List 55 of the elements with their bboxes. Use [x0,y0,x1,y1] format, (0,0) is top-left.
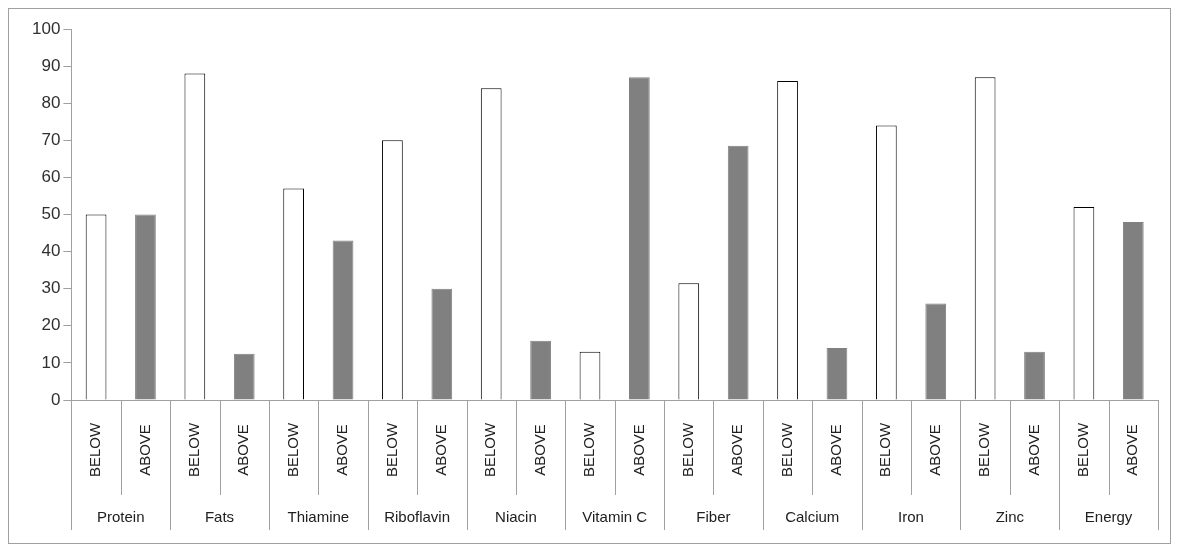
bar [1122,221,1144,400]
text: BELOW [678,422,696,478]
x-tick-label: Iron [898,508,924,526]
text: BELOW [975,422,993,478]
y-tick-label: 30 [41,278,61,298]
bar [431,288,453,400]
text: ABOVE [827,424,845,476]
bar [135,214,156,400]
x-tick-label: Zinc [995,508,1025,526]
y-tick-label: 40 [41,241,61,261]
text: BELOW [283,422,301,478]
bar [925,303,947,400]
x-tick-label: Thiamine [287,508,350,526]
text: ABOVE [925,424,943,476]
text: ABOVE [431,424,449,476]
x-tick-label: Calcium [785,508,840,526]
text: BELOW [86,422,104,478]
text: ABOVE [1024,424,1042,476]
bar [727,145,749,400]
y-tick-label: 10 [41,352,61,372]
bar [1024,351,1045,400]
y-tick-label: 70 [41,129,61,149]
bar [332,240,354,400]
text: ABOVE [530,424,548,476]
x-tick-label: Energy [1084,508,1133,526]
text: BELOW [184,422,202,478]
bar [233,353,255,400]
x-tick-label: Protein [96,508,145,526]
text: ABOVE [629,424,647,476]
y-tick-label: 90 [41,55,61,75]
text: BELOW [481,422,499,478]
x-tick-label: Fiber [696,508,731,526]
text: BELOW [876,422,894,478]
text: BELOW [777,422,795,478]
text: BELOW [1074,422,1092,478]
text: BELOW [382,422,400,478]
x-tick-label: Vitamin C [582,508,648,526]
text: ABOVE [234,424,252,476]
y-tick-label: 60 [41,167,61,187]
bar [826,348,848,400]
y-tick-label: 100 [31,18,61,38]
y-tick-label: 80 [41,92,61,112]
text: ABOVE [135,424,153,476]
x-tick-label: Fats [204,508,235,526]
y-tick-label: 20 [41,315,61,335]
x-tick-label: Riboflavin [384,508,451,526]
x-tick-label: Niacin [495,508,537,526]
text: ABOVE [333,424,351,476]
text: BELOW [580,422,598,478]
y-tick-label: 50 [41,204,61,224]
bar [530,340,551,400]
y-tick-label: 0 [50,389,61,409]
text: ABOVE [728,424,746,476]
bar [629,77,650,400]
text: ABOVE [1123,424,1141,476]
